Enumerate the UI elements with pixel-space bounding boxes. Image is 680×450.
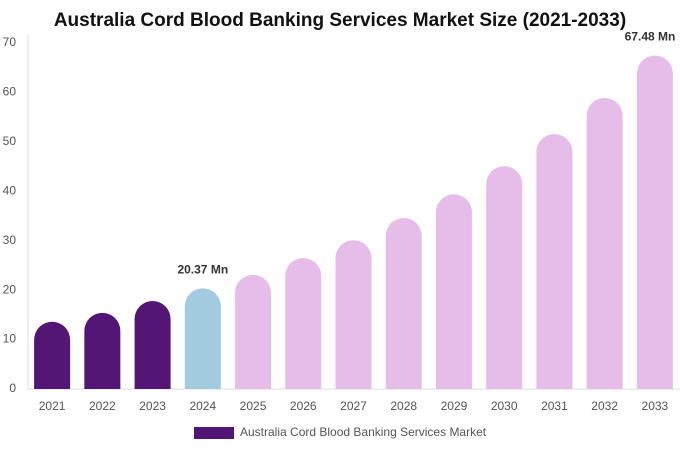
- x-tick-label: 2027: [340, 399, 367, 413]
- bar: [134, 301, 171, 389]
- bar: [486, 166, 523, 389]
- x-tick-label: 2025: [240, 399, 267, 413]
- value-label: 67.48 Mn: [625, 30, 676, 44]
- x-tick-label: 2023: [139, 399, 166, 413]
- y-tick-label: 40: [3, 183, 17, 197]
- bar: [184, 288, 221, 389]
- x-tick-label: 2022: [89, 399, 116, 413]
- y-tick-label: 30: [3, 233, 17, 247]
- bar: [636, 55, 673, 390]
- x-tick-label: 2028: [390, 399, 417, 413]
- y-tick-label: 70: [3, 35, 17, 49]
- x-tick-label: 2024: [189, 399, 216, 413]
- x-tick-label: 2033: [642, 399, 669, 413]
- x-tick-label: 2026: [290, 399, 317, 413]
- y-tick-label: 0: [9, 381, 16, 395]
- bar: [385, 217, 422, 389]
- legend-swatch: [194, 427, 234, 439]
- x-tick-label: 2032: [591, 399, 618, 413]
- bar: [235, 274, 272, 389]
- legend-label: Australia Cord Blood Banking Services Ma…: [240, 425, 487, 439]
- bar: [586, 97, 623, 389]
- y-tick-label: 20: [3, 282, 17, 296]
- bar: [84, 312, 121, 389]
- y-tick-label: 10: [3, 332, 17, 346]
- x-tick-label: 2029: [441, 399, 468, 413]
- bar: [285, 258, 322, 389]
- bar: [34, 321, 71, 389]
- x-tick-label: 2031: [541, 399, 568, 413]
- x-tick-label: 2021: [39, 399, 66, 413]
- y-tick-label: 50: [3, 134, 17, 148]
- y-tick-label: 60: [3, 85, 17, 99]
- bar: [335, 240, 372, 389]
- bar: [536, 133, 573, 389]
- x-tick-label: 2030: [491, 399, 518, 413]
- value-label: 20.37 Mn: [177, 262, 228, 276]
- bar: [435, 194, 472, 389]
- chart-title: Australia Cord Blood Banking Services Ma…: [54, 10, 626, 31]
